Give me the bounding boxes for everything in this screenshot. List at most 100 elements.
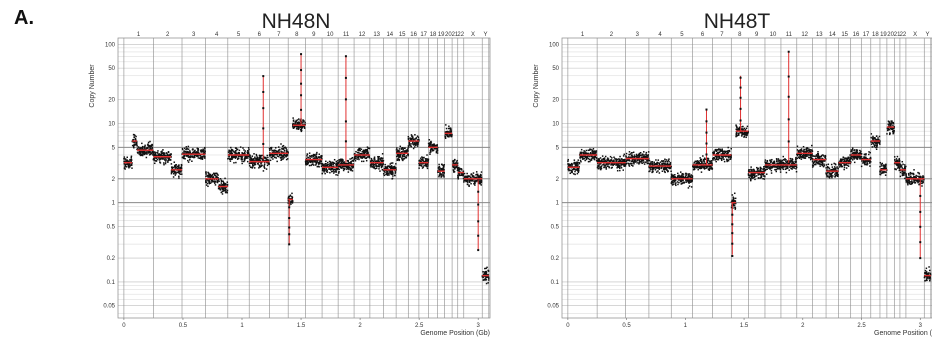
probe-point (423, 164, 425, 167)
probe-point (397, 158, 400, 160)
probe-point (478, 182, 481, 185)
probe-point (361, 150, 364, 153)
probe-point (410, 145, 412, 147)
probe-point (778, 162, 781, 164)
probe-point (469, 175, 471, 177)
probe-point (693, 168, 696, 170)
probe-point (141, 154, 144, 157)
probe-point (374, 162, 377, 165)
probe-point (325, 170, 328, 173)
probe-point (322, 164, 324, 167)
probe-point (651, 164, 654, 166)
probe-point (165, 152, 168, 154)
probe-point (691, 175, 694, 177)
probe-point (212, 180, 214, 183)
probe-point (281, 158, 283, 161)
probe-point (592, 150, 595, 152)
probe-point (785, 171, 788, 174)
probe-point (480, 184, 482, 186)
probe-point (425, 164, 428, 167)
probe-point (711, 163, 713, 165)
probe-point (224, 182, 226, 185)
probe-point (290, 201, 292, 203)
probe-point (172, 166, 174, 169)
probe-point (189, 158, 191, 161)
probe-point (674, 176, 677, 178)
probe-point (407, 154, 409, 157)
probe-point (391, 162, 394, 164)
probe-point (282, 154, 285, 156)
probe-point (166, 156, 169, 159)
probe-point (250, 166, 252, 169)
probe-point (201, 151, 204, 153)
probe-point (226, 181, 229, 183)
chromosome-label: 13 (373, 32, 380, 38)
probe-point (678, 176, 680, 178)
probe-point (306, 161, 309, 163)
probe-point (445, 134, 448, 136)
probe-point (307, 162, 309, 165)
probe-point (654, 163, 656, 165)
probe-point (349, 167, 352, 169)
probe-point (203, 149, 205, 152)
probe-point (707, 168, 710, 171)
probe-point (341, 159, 343, 162)
probe-point (577, 171, 580, 174)
probe-point (759, 170, 761, 172)
probe-point (777, 162, 779, 164)
probe-point (752, 173, 755, 175)
probe-point (159, 153, 161, 156)
probe-point (224, 190, 227, 192)
probe-point (235, 149, 238, 151)
probe-point (174, 174, 177, 176)
probe-point (471, 179, 474, 182)
probe-point (487, 279, 490, 281)
probe-point (152, 150, 154, 153)
probe-point (215, 178, 218, 181)
probe-point (763, 178, 766, 180)
probe-point (390, 173, 393, 176)
probe-point (350, 157, 353, 160)
probe-point (328, 160, 331, 163)
probe-point (595, 150, 598, 152)
probe-point (288, 195, 290, 198)
probe-point (133, 146, 135, 149)
probe-point (180, 163, 183, 166)
probe-point (280, 159, 282, 161)
probe-point (127, 162, 129, 165)
probe-point (596, 166, 599, 169)
probe-point (611, 166, 613, 169)
probe-point (333, 158, 336, 161)
probe-point (291, 192, 293, 195)
probe-point (383, 174, 386, 177)
probe-point (421, 158, 424, 161)
probe-point (783, 159, 786, 161)
probe-point (419, 162, 422, 165)
probe-point (371, 165, 374, 167)
probe-point (170, 163, 173, 165)
probe-point (350, 168, 353, 171)
probe-point (253, 164, 256, 166)
probe-point (760, 167, 762, 170)
probe-point (315, 156, 317, 159)
probe-point (641, 162, 644, 164)
probe-point (429, 149, 432, 152)
probe-point (126, 156, 128, 159)
probe-point (815, 161, 817, 164)
probe-point (385, 173, 387, 176)
probe-point (269, 155, 271, 157)
probe-point (615, 164, 617, 166)
probe-point (576, 172, 579, 175)
probe-point (804, 155, 806, 157)
probe-point (135, 143, 138, 145)
probe-point (805, 155, 807, 158)
probe-point (696, 160, 699, 162)
probe-point (340, 160, 342, 162)
probe-point (405, 151, 407, 154)
probe-point (249, 154, 251, 157)
probe-point (483, 279, 485, 281)
probe-point (219, 189, 222, 191)
probe-point (738, 126, 741, 129)
probe-point (757, 167, 760, 170)
probe-point (330, 170, 333, 173)
